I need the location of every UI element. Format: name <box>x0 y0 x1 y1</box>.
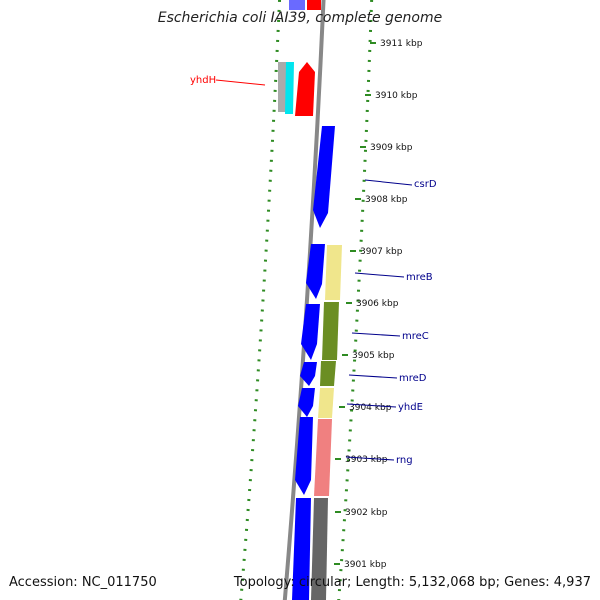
gene-label-leader <box>346 403 397 408</box>
gene-yhdH-gray <box>278 62 286 112</box>
cds-arrow <box>313 126 335 228</box>
gene-yhdH <box>295 62 315 116</box>
scale-tick-label: 3910 kbp <box>375 91 418 101</box>
gene-rng <box>314 419 332 496</box>
scale-tick-label: 3908 kbp <box>365 195 408 205</box>
genome-title: Escherichia coli IAI39, complete genome <box>157 10 443 26</box>
cds-arrow <box>292 498 311 600</box>
gene-label-leader <box>354 272 405 278</box>
gene-label-leader <box>364 179 413 186</box>
gene-label: mreB <box>406 272 433 283</box>
gc-skew-track-left <box>239 0 282 600</box>
gene-mreD <box>320 361 336 386</box>
gene-label: csrD <box>414 179 437 190</box>
cds-arrow <box>300 362 317 386</box>
scale-tick-label: 3901 kbp <box>344 560 387 570</box>
cds-arrow <box>301 304 320 360</box>
gene-mreC <box>322 302 339 360</box>
scale-tick-label: 3903 kbp <box>345 455 388 465</box>
cds-arrow <box>298 388 315 417</box>
gene-label: mreD <box>399 373 427 384</box>
scale-tick-label: 3911 kbp <box>380 39 423 49</box>
gene-yhdE <box>318 388 334 418</box>
gene-stub-blue <box>289 0 305 10</box>
gene-label: rng <box>396 455 413 466</box>
gene-label: yhdE <box>398 402 423 413</box>
scale-tick-label: 3909 kbp <box>370 143 413 153</box>
scale-tick-label: 3905 kbp <box>352 351 395 361</box>
cds-arrow <box>306 244 325 299</box>
scale-tick-label: 3907 kbp <box>360 247 403 257</box>
gene-label-leader <box>348 374 398 379</box>
gc-skew-track-right <box>337 0 374 600</box>
gene-label-leader <box>215 79 266 86</box>
gene-label: yhdH <box>190 75 216 86</box>
accession-label: Accession: NC_011750 <box>9 575 157 590</box>
gene-stub-red <box>307 0 321 10</box>
gene-label: mreC <box>402 331 429 342</box>
gene-yhdH-cyan <box>285 62 294 114</box>
gene-mreB <box>325 245 342 300</box>
gene-label-leader <box>345 456 395 461</box>
cds-arrow <box>295 417 313 495</box>
genome-summary: Topology: circular; Length: 5,132,068 bp… <box>233 575 591 590</box>
scale-tick-label: 3906 kbp <box>356 299 399 309</box>
gene-default <box>311 498 328 600</box>
gene-label-leader <box>351 332 401 337</box>
scale-tick-label: 3904 kbp <box>349 403 392 413</box>
scale-tick-label: 3902 kbp <box>345 508 388 518</box>
backbone-outer <box>282 0 326 600</box>
